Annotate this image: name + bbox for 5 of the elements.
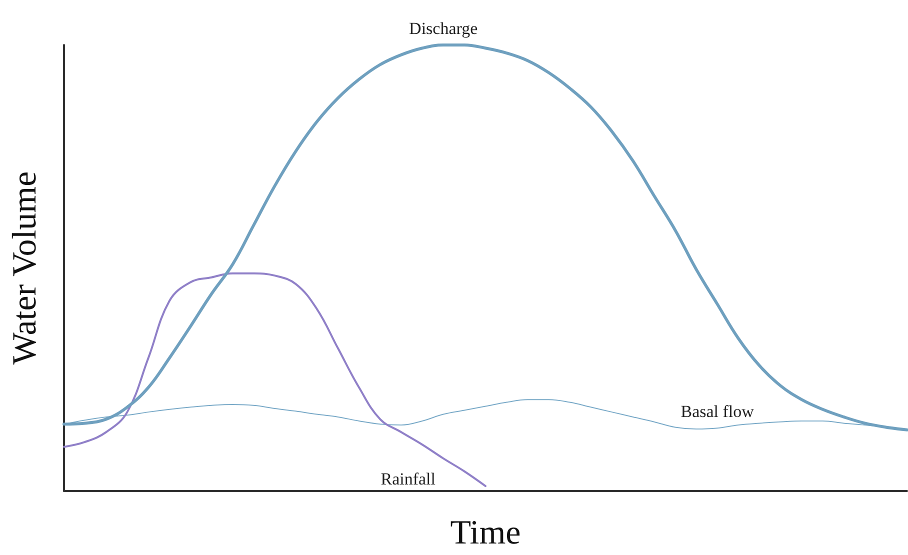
y-axis-title: Water Volume xyxy=(6,171,44,365)
series-label: Basal flow xyxy=(680,402,755,422)
x-axis-title: Time xyxy=(450,514,521,552)
series-label: Discharge xyxy=(409,19,478,38)
series-label: Rainfall xyxy=(380,470,436,489)
